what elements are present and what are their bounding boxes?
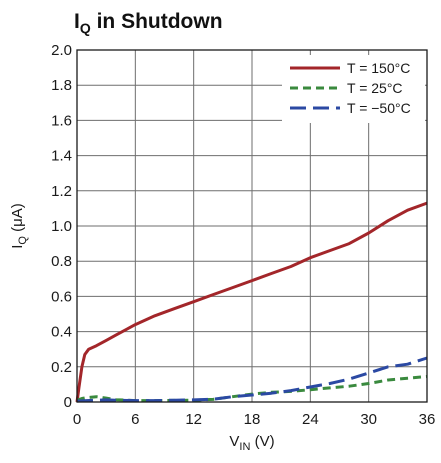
y-tick-label: 1.0 — [51, 218, 72, 235]
x-tick-label: 24 — [302, 411, 319, 428]
legend: T = 150°C T = 25°C T = −50°C — [290, 60, 411, 116]
x-tick-label: 6 — [131, 411, 139, 428]
legend-label: T = 25°C — [347, 80, 403, 96]
y-tick-label: 2.0 — [51, 42, 72, 59]
x-tick-label: 30 — [360, 411, 377, 428]
x-tick-label: 12 — [185, 411, 202, 428]
legend-label: T = −50°C — [347, 100, 411, 116]
y-axis-label: IQ (μA) — [9, 203, 29, 249]
x-tick-label: 0 — [73, 411, 81, 428]
legend-label: T = 150°C — [347, 60, 410, 76]
y-tick-label: 1.4 — [51, 148, 72, 165]
y-tick-label: 1.2 — [51, 183, 72, 200]
series-lines — [75, 201, 428, 403]
y-tick-label: 0.8 — [51, 253, 72, 270]
plot-frame — [76, 49, 428, 403]
y-tick-label: 0.2 — [51, 359, 72, 376]
x-tick-label: 36 — [419, 411, 436, 428]
chart-title: IQ in Shutdown — [74, 10, 223, 36]
x-axis-label: VIN (V) — [229, 433, 274, 453]
x-tick-label: 18 — [244, 411, 261, 428]
y-tick-label: 0.6 — [51, 288, 72, 305]
series-line-3 — [76, 356, 428, 403]
y-tick-label: 1.6 — [51, 112, 72, 129]
y-tick-label: 1.8 — [51, 77, 72, 94]
y-tick-label: 0.4 — [51, 324, 72, 341]
tick-labels: 0 6 12 18 24 30 36 0 0.2 0.4 0.6 0.8 1.0 1.2 1.4 1.6 1.8… — [51, 42, 435, 428]
y-tick-label: 0 — [64, 394, 72, 411]
series-line-1 — [75, 201, 428, 403]
